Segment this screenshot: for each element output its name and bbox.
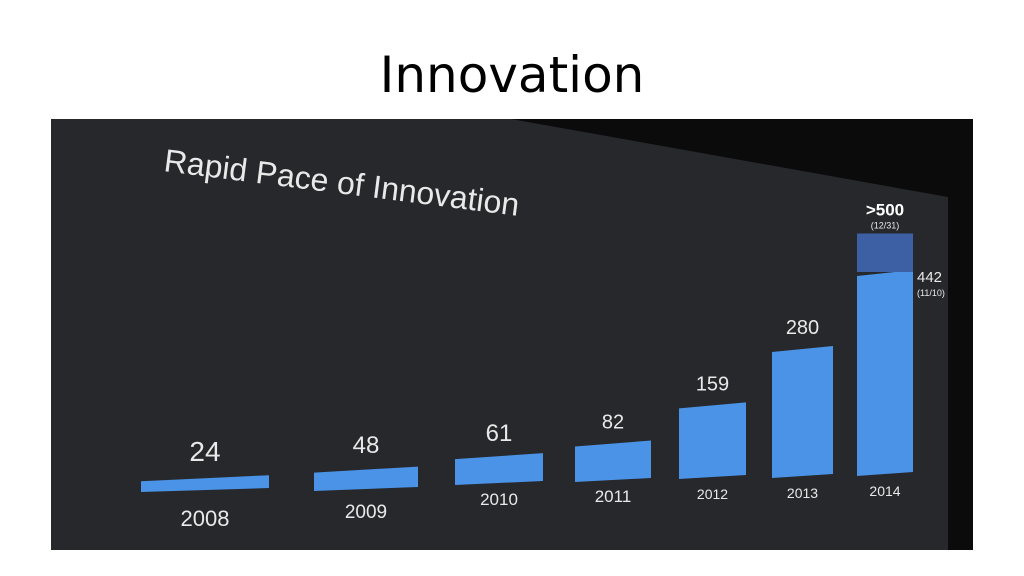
value-label-2014: 442 xyxy=(917,269,942,286)
value-label-2012: 159 xyxy=(696,373,729,395)
category-label-2008: 2008 xyxy=(181,506,230,531)
value-label-2010: 61 xyxy=(486,420,513,447)
bar-2014-extension xyxy=(857,233,913,272)
value-label-2009: 48 xyxy=(353,432,380,459)
bar-2009 xyxy=(314,466,418,491)
bar-2012 xyxy=(679,402,746,479)
category-label-2009: 2009 xyxy=(345,502,387,523)
bar-2008 xyxy=(141,475,269,492)
partial-date-label: (11/10) xyxy=(917,288,945,298)
bar-2011 xyxy=(575,440,651,482)
category-label-2014: 2014 xyxy=(869,483,900,499)
label-group: 24 2008 48 2009 61 2010 82 2011 159 2012 280 2013 44… xyxy=(181,200,945,531)
total-date-label: (12/31) xyxy=(871,220,900,230)
innovation-bar-chart: Rapid Pace of Innovation 242008482009612… xyxy=(51,119,948,550)
value-label-2011: 82 xyxy=(602,412,624,434)
presentation-screen-photo: Rapid Pace of Innovation 24 2008 48 2009 61 2… xyxy=(51,119,973,550)
category-label-2010: 2010 xyxy=(480,490,518,509)
category-label-2013: 2013 xyxy=(787,485,818,501)
bar-2010 xyxy=(455,453,543,485)
category-label-2012: 2012 xyxy=(697,486,728,502)
bar-2013 xyxy=(772,346,833,478)
bar-2014 xyxy=(857,270,913,476)
bar-group xyxy=(141,233,913,492)
category-label-2011: 2011 xyxy=(595,487,632,506)
value-label-2008: 24 xyxy=(189,436,220,467)
total-value-label: >500 xyxy=(866,200,904,219)
slide-title: Innovation xyxy=(379,46,645,104)
value-label-2013: 280 xyxy=(786,317,819,339)
